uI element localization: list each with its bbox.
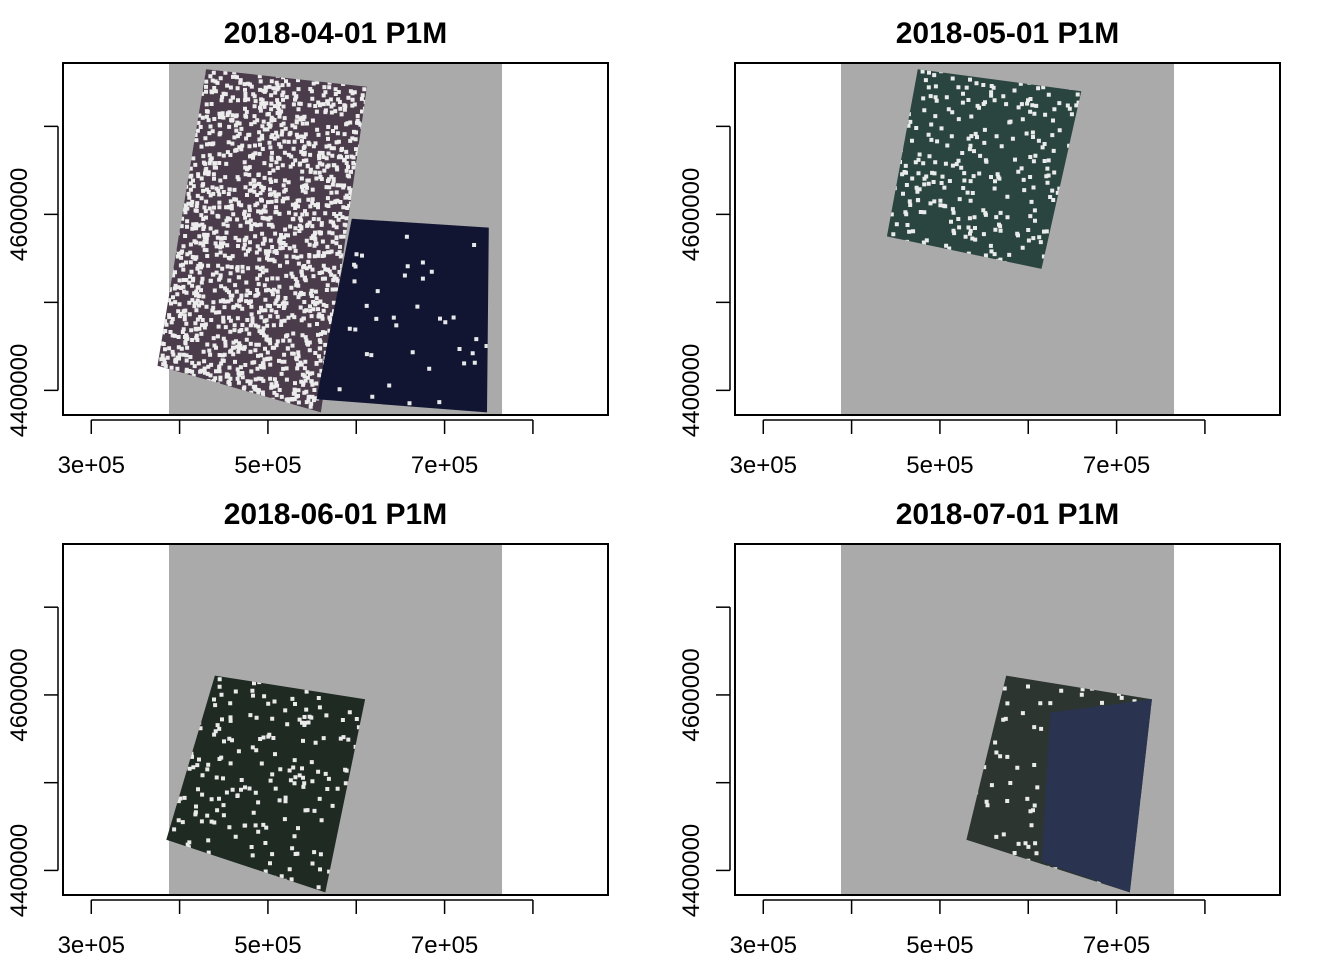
y-tick-label: 4400000 <box>6 344 33 437</box>
raster-plot-area <box>166 544 503 895</box>
scene-footprint <box>1041 699 1152 893</box>
panel-3: 2018-06-01 P1M 3e+05 5e+05 7e+05 4400000 4600… <box>6 498 609 959</box>
x-tick-label: 3e+05 <box>58 452 125 479</box>
panel-title: 2018-04-01 P1M <box>224 17 447 50</box>
cloud-cover <box>888 69 1082 269</box>
x-tick-label: 3e+05 <box>730 452 797 479</box>
raster-plot-area <box>840 544 1175 895</box>
panel-2: 2018-05-01 P1M 3e+05 5e+05 7e+05 4400000 4600… <box>678 17 1281 479</box>
x-tick-label: 3e+05 <box>730 932 797 959</box>
x-tick-label: 3e+05 <box>58 932 125 959</box>
y-tick-label: 4400000 <box>6 824 33 917</box>
scene-1 <box>166 675 366 893</box>
x-tick-label: 5e+05 <box>234 452 301 479</box>
scene-footprint <box>886 69 1082 269</box>
scene-1 <box>886 69 1082 269</box>
x-tick-label: 5e+05 <box>906 932 973 959</box>
y-tick-label: 4600000 <box>678 648 705 741</box>
x-tick-label: 5e+05 <box>906 452 973 479</box>
x-tick-label: 7e+05 <box>411 932 478 959</box>
cloud-cover <box>158 69 367 413</box>
y-tick-label: 4600000 <box>6 648 33 741</box>
raster-plot-area <box>840 63 1175 415</box>
plot-frame <box>734 543 1281 896</box>
plot-frame <box>734 62 1281 416</box>
raster-plot-area <box>157 63 503 415</box>
panel-1: 2018-04-01 P1M 3e+05 5e+05 7e+05 4400000 4600… <box>6 17 609 479</box>
plot-frame <box>62 62 609 416</box>
panel-title: 2018-05-01 P1M <box>896 17 1119 50</box>
panel-title: 2018-06-01 P1M <box>224 498 447 531</box>
plot-frame <box>62 543 609 896</box>
panel-4: 2018-07-01 P1M 3e+05 5e+05 7e+05 4400000 4600… <box>678 498 1281 959</box>
y-tick-label: 4400000 <box>678 344 705 437</box>
panel-title: 2018-07-01 P1M <box>896 498 1119 531</box>
scene-1 <box>157 69 367 413</box>
scene-2 <box>316 218 489 413</box>
y-tick-label: 4600000 <box>6 168 33 261</box>
scene-2 <box>1041 699 1152 893</box>
x-tick-label: 7e+05 <box>411 452 478 479</box>
cloud-cover <box>317 220 489 413</box>
x-tick-label: 7e+05 <box>1083 932 1150 959</box>
x-tick-label: 7e+05 <box>1083 452 1150 479</box>
cloud-cover <box>166 676 366 893</box>
x-tick-label: 5e+05 <box>234 932 301 959</box>
y-tick-label: 4400000 <box>678 824 705 917</box>
scene-footprint <box>316 218 489 413</box>
y-tick-label: 4600000 <box>678 168 705 261</box>
